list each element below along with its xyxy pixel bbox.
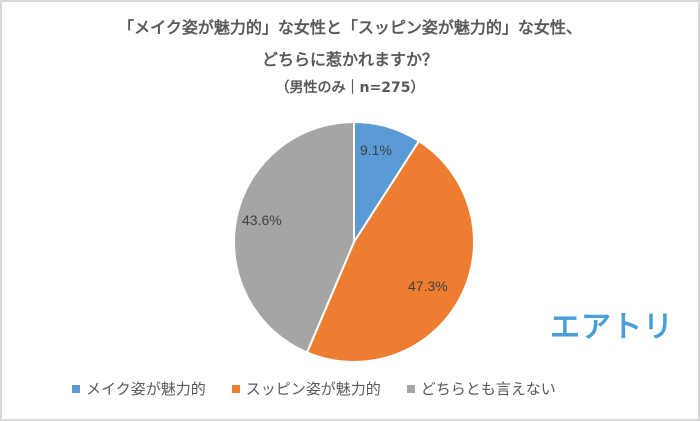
slice-label-suppin: 47.3% — [408, 278, 448, 294]
slice-label-make: 9.1% — [360, 142, 392, 158]
chart-subtitle: （男性のみ｜n=275） — [275, 80, 425, 96]
pie-svg — [233, 120, 475, 363]
legend-swatch-blue-icon — [72, 384, 80, 393]
chart-legend: メイク姿が魅力的 スッピン姿が魅力的 どちらとも言えない — [72, 378, 652, 399]
legend-label: どちらとも言えない — [420, 380, 556, 398]
pie-slice-suppin — [305, 139, 475, 363]
legend-swatch-gray-icon — [406, 384, 415, 393]
airtrip-logo: エアトリ — [550, 310, 674, 345]
slice-label-neither: 43.6% — [242, 212, 282, 228]
legend-item-make: メイク姿が魅力的 — [72, 378, 206, 399]
pie-chart: 9.1% 47.3% 43.6% — [232, 120, 476, 364]
legend-item-neither: どちらとも言えない — [406, 378, 556, 399]
chart-title-line1: 「メイク姿が魅力的」な女性と「スッピン姿が魅力的」な女性、 — [118, 18, 582, 37]
chart-title-line2: どちらに惹かれますか？ — [261, 50, 438, 69]
legend-swatch-orange-icon — [231, 384, 240, 393]
legend-label: スッピン姿が魅力的 — [245, 380, 381, 398]
legend-label: メイク姿が魅力的 — [86, 380, 206, 398]
pie-slice-neither — [233, 120, 355, 354]
legend-item-suppin: スッピン姿が魅力的 — [231, 378, 381, 399]
